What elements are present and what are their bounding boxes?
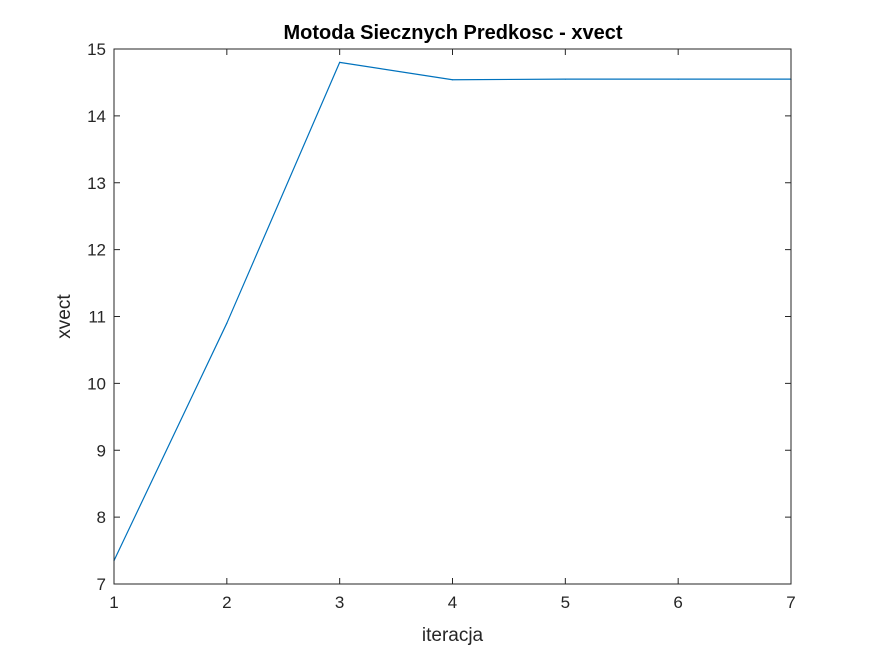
x-tick-label: 7 bbox=[786, 593, 795, 612]
y-axis-label: xvect bbox=[54, 294, 75, 339]
plot-frame bbox=[113, 48, 792, 585]
y-tick-label: 9 bbox=[97, 441, 106, 460]
chart-title: Motoda Siecznych Predkosc - xvect bbox=[283, 22, 622, 44]
y-tick-label: 13 bbox=[87, 174, 106, 193]
data-point bbox=[564, 78, 566, 80]
data-point bbox=[677, 78, 679, 80]
y-tick-label: 11 bbox=[88, 308, 106, 327]
x-tick-label: 5 bbox=[561, 593, 570, 612]
plot-area bbox=[114, 49, 791, 584]
y-tick-label: 10 bbox=[87, 374, 106, 393]
x-tick-label: 2 bbox=[222, 593, 231, 612]
data-point bbox=[226, 322, 228, 324]
y-tick-label: 7 bbox=[97, 575, 106, 594]
data-point bbox=[451, 79, 454, 81]
data-point bbox=[339, 61, 341, 63]
y-tick-label: 15 bbox=[87, 40, 106, 59]
y-tick-label: 14 bbox=[87, 107, 106, 126]
y-tick-label: 8 bbox=[97, 508, 106, 527]
x-tick-label: 1 bbox=[109, 593, 118, 612]
x-tick-label: 4 bbox=[448, 593, 457, 612]
y-tick-label: 12 bbox=[87, 241, 106, 260]
x-tick-label: 6 bbox=[673, 593, 682, 612]
x-axis-label: iteracja bbox=[422, 625, 484, 646]
x-tick-label: 3 bbox=[335, 593, 344, 612]
